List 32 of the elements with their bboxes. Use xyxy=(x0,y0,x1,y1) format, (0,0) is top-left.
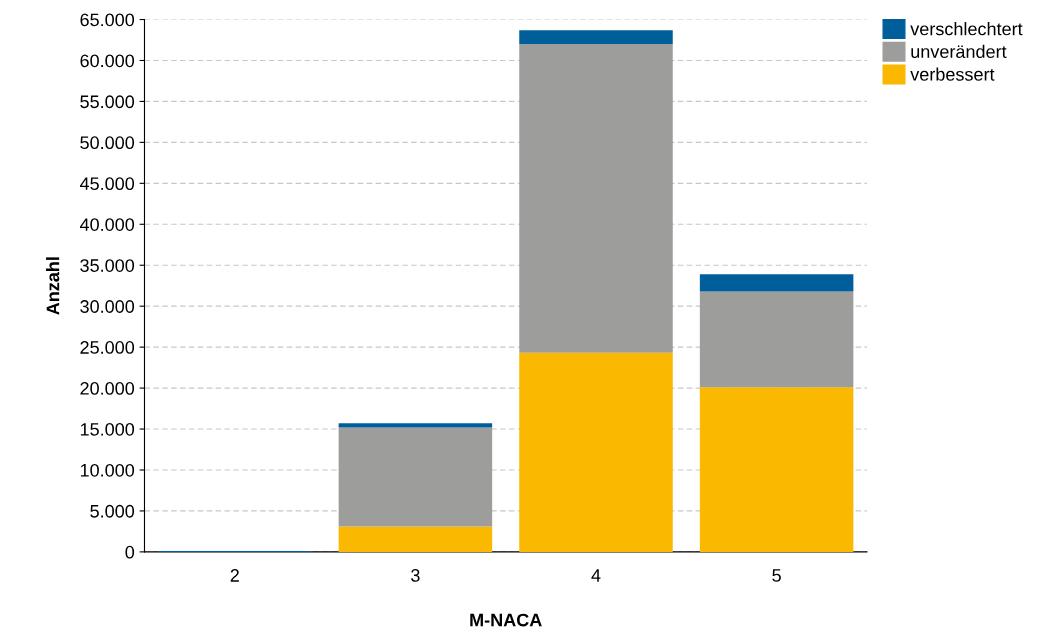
x-tick-label: 5 xyxy=(772,569,781,582)
legend-label: verbessert xyxy=(910,67,995,81)
y-tick-label: 5.000 xyxy=(90,504,135,518)
bar xyxy=(338,423,493,428)
bar xyxy=(699,291,854,388)
x-tick-label: 3 xyxy=(411,569,420,582)
y-axis-title: Anzahl xyxy=(46,257,60,315)
bar xyxy=(519,44,673,353)
y-tick-label: 50.000 xyxy=(80,136,135,150)
y-tick-label: 10.000 xyxy=(80,463,135,477)
y-tick-label: 20.000 xyxy=(80,382,135,395)
bar xyxy=(699,387,854,552)
bar xyxy=(338,526,493,552)
bar xyxy=(699,274,854,292)
x-tick-label: 2 xyxy=(230,569,239,582)
y-tick-label: 65.000 xyxy=(80,13,135,27)
legend-label: verschlechtert xyxy=(910,22,1023,36)
y-tick-label: 55.000 xyxy=(80,95,135,109)
x-tick-label: 4 xyxy=(591,569,601,582)
y-tick-label: 30.000 xyxy=(80,300,135,313)
y-tick-label: 35.000 xyxy=(80,259,135,272)
y-tick-label: 25.000 xyxy=(80,341,135,354)
bar xyxy=(338,427,493,527)
legend-label: unverändert xyxy=(911,44,1007,59)
y-tick-label: 0 xyxy=(125,545,135,559)
y-tick-label: 15.000 xyxy=(80,422,135,436)
bar xyxy=(519,352,673,552)
y-tick-label: 45.000 xyxy=(79,177,135,191)
x-axis-title: M-NACA xyxy=(470,613,542,627)
bar xyxy=(519,30,673,45)
y-tick-label: 60.000 xyxy=(80,54,135,68)
y-tick-label: 40.000 xyxy=(79,218,135,231)
